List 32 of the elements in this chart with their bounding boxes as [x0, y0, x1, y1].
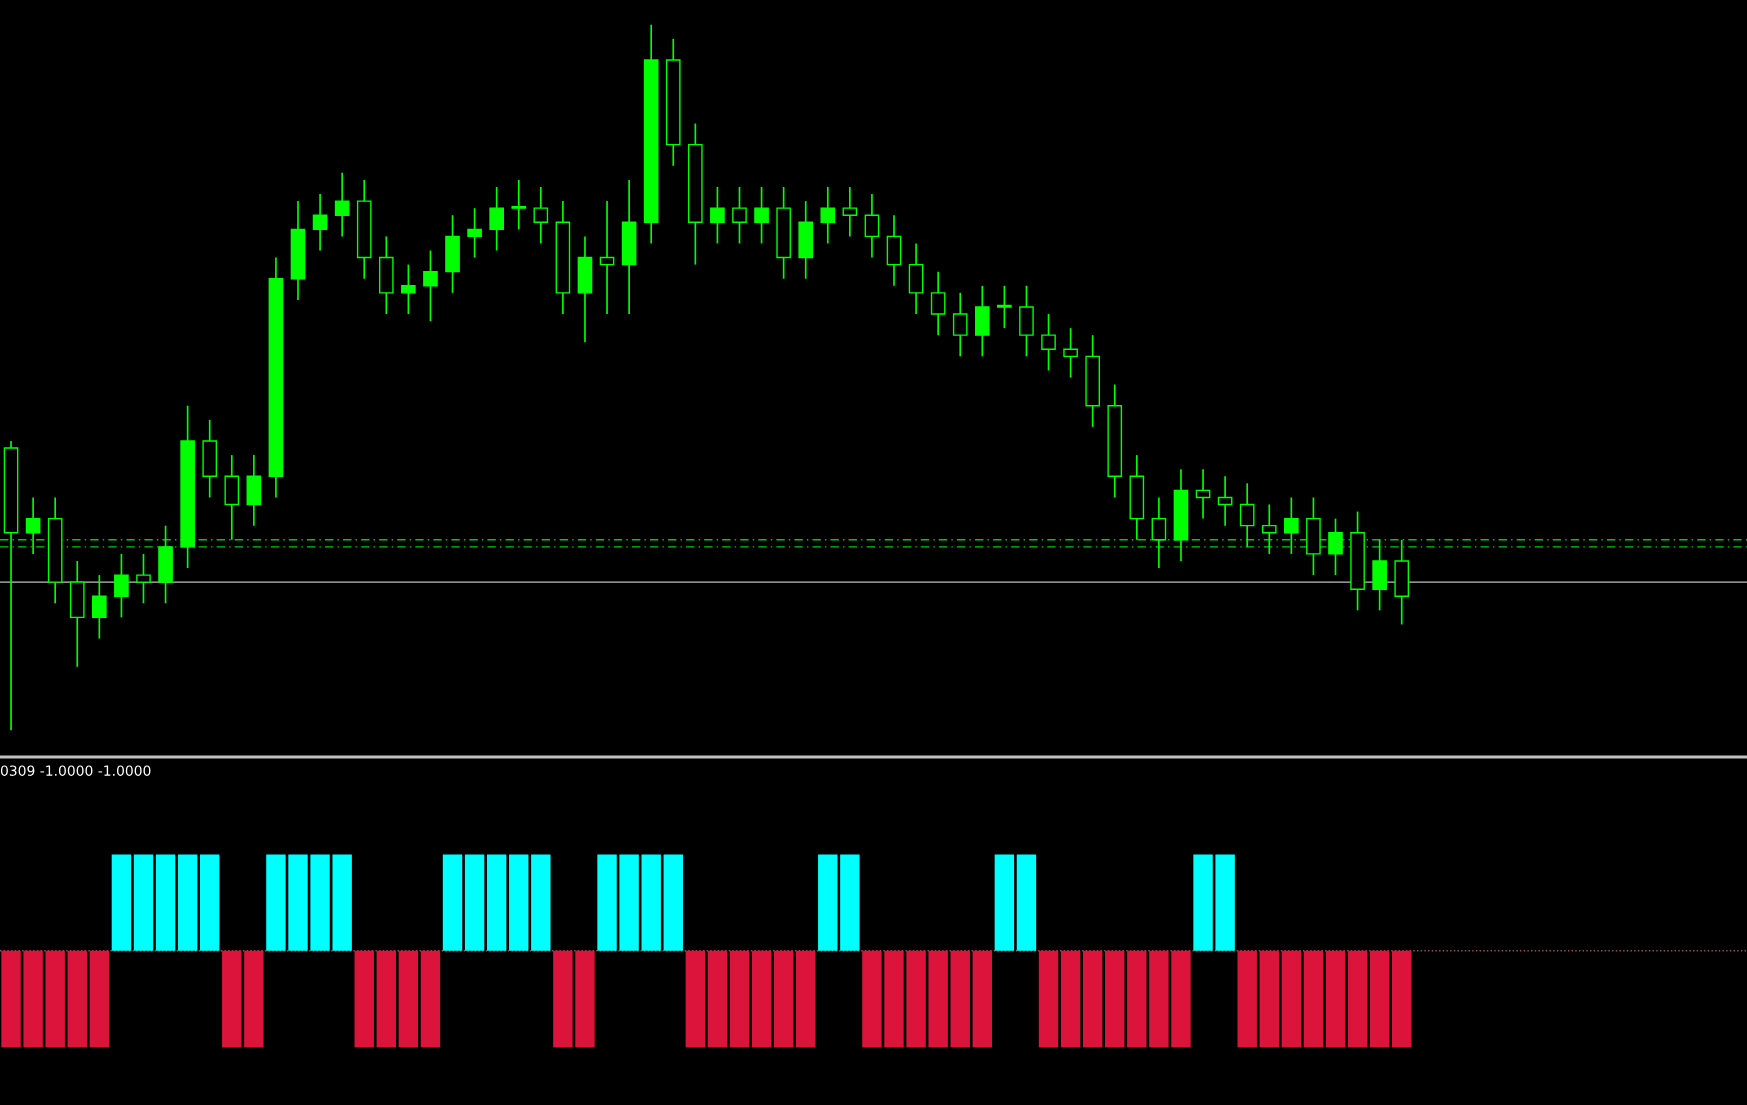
candlestick [533, 186, 549, 245]
candlestick [732, 186, 747, 245]
candlestick [820, 186, 836, 245]
candlestick [489, 186, 504, 252]
candlestick [930, 270, 946, 336]
candlestick [1041, 313, 1056, 372]
candlestick [1063, 327, 1078, 379]
candlestick [754, 186, 769, 245]
candlestick [114, 553, 129, 619]
text: 0309 -1.0000 -1.0000 [0, 765, 151, 776]
candlestick [401, 263, 416, 315]
candlestick [334, 172, 350, 238]
candlestick [1239, 482, 1255, 548]
candlestick [842, 186, 858, 238]
candlestick [1328, 517, 1343, 576]
candlestick [864, 193, 880, 259]
candlestick [599, 200, 615, 315]
candlestick [136, 553, 151, 605]
candlestick [1284, 496, 1299, 555]
candlestick [952, 291, 968, 358]
candlestick [92, 574, 107, 640]
candlestick [1261, 503, 1277, 555]
candlestick [423, 249, 438, 322]
candlestick [511, 179, 527, 231]
candlestick [25, 496, 41, 555]
candlestick [467, 207, 482, 259]
candlestick [1217, 475, 1233, 527]
candlestick [710, 186, 725, 245]
candlestick [312, 193, 328, 252]
candlestick [1151, 496, 1167, 569]
candlestick [1195, 468, 1211, 520]
candlestick [997, 284, 1012, 329]
